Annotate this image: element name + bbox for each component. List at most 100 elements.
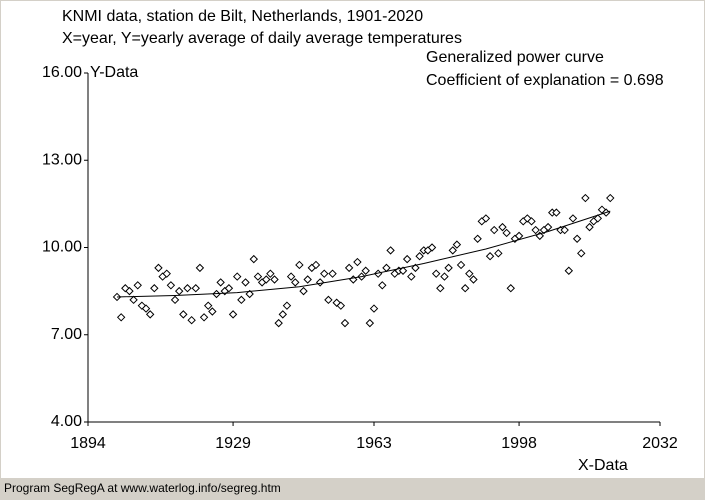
data-point xyxy=(336,301,346,310)
data-point xyxy=(568,214,578,223)
data-point xyxy=(249,254,259,264)
x-axis-label: X-Data xyxy=(578,457,628,474)
y-tick-label: 13.00 xyxy=(42,151,82,168)
data-point xyxy=(187,316,196,325)
x-tick-label: 1998 xyxy=(501,435,537,452)
data-point xyxy=(606,193,615,203)
data-point xyxy=(577,249,586,258)
data-point xyxy=(481,214,491,223)
data-point xyxy=(440,272,449,281)
data-point xyxy=(150,284,159,293)
data-point xyxy=(498,222,507,232)
data-point xyxy=(253,272,263,281)
data-point xyxy=(552,208,561,217)
data-point xyxy=(328,269,337,278)
data-point xyxy=(452,240,462,249)
data-point xyxy=(324,295,333,305)
data-point xyxy=(494,249,503,258)
data-point xyxy=(485,252,495,261)
data-point xyxy=(270,275,279,284)
data-point xyxy=(274,318,283,328)
data-point xyxy=(195,263,205,273)
data-point xyxy=(129,295,138,305)
data-point xyxy=(303,275,312,284)
data-point xyxy=(456,260,466,270)
data-point xyxy=(174,286,184,296)
x-tick-label: 2032 xyxy=(642,435,678,452)
data-point xyxy=(228,310,238,319)
data-point xyxy=(278,310,288,319)
y-axis-label: Y-Data xyxy=(90,64,138,81)
y-tick-label: 4.00 xyxy=(51,413,82,430)
footer: Program SegRegA at www.waterlog.info/seg… xyxy=(4,481,281,495)
data-point xyxy=(531,225,540,235)
data-point xyxy=(465,269,474,278)
data-point xyxy=(407,272,416,281)
data-point xyxy=(560,225,569,235)
data-point xyxy=(216,278,225,287)
data-point xyxy=(203,301,213,310)
y-tick-label: 16.00 xyxy=(42,64,82,81)
data-point xyxy=(585,222,594,232)
data-point xyxy=(581,193,590,203)
data-point xyxy=(245,289,254,299)
data-point xyxy=(473,234,482,243)
data-point xyxy=(145,310,155,319)
data-point xyxy=(353,257,362,267)
data-point xyxy=(208,307,217,316)
data-point xyxy=(166,281,176,290)
x-tick-label: 1963 xyxy=(356,435,392,452)
data-point xyxy=(183,284,192,293)
data-point xyxy=(436,284,445,293)
data-point xyxy=(199,313,209,322)
data-point xyxy=(340,318,350,328)
data-point xyxy=(460,284,470,293)
data-point xyxy=(506,284,515,293)
data-point xyxy=(295,260,304,270)
data-point xyxy=(224,284,234,293)
data-point xyxy=(431,269,441,278)
fit-curve xyxy=(117,210,611,298)
data-point xyxy=(241,278,250,287)
data-point xyxy=(162,269,171,278)
data-point xyxy=(291,278,300,287)
data-point xyxy=(286,272,296,281)
data-point xyxy=(361,266,370,275)
x-tick-label: 1894 xyxy=(70,435,106,452)
data-point xyxy=(415,252,424,261)
data-point xyxy=(543,222,553,232)
data-point xyxy=(344,263,354,273)
data-point xyxy=(154,263,163,273)
data-point xyxy=(502,228,511,238)
data-point xyxy=(398,266,408,275)
data-point xyxy=(133,281,142,290)
chart: KNMI data, station de Bilt, Netherlands,… xyxy=(1,1,704,478)
data-point xyxy=(315,278,325,287)
data-point xyxy=(233,272,242,281)
data-point xyxy=(170,295,180,305)
y-tick-label: 10.00 xyxy=(42,239,82,256)
data-point xyxy=(527,217,536,226)
data-point xyxy=(266,269,275,278)
data-point xyxy=(382,263,391,273)
legend-label: Generalized power curve xyxy=(426,49,604,66)
data-point xyxy=(116,313,126,322)
data-point xyxy=(593,214,603,223)
data-point xyxy=(378,281,387,290)
data-point xyxy=(311,260,321,270)
data-point xyxy=(179,310,188,319)
data-point xyxy=(444,263,453,273)
data-point xyxy=(262,275,271,284)
data-point xyxy=(191,284,200,293)
data-point xyxy=(572,234,582,243)
data-point xyxy=(489,225,499,235)
data-point xyxy=(320,269,329,278)
data-point xyxy=(469,275,478,284)
data-point xyxy=(427,243,437,252)
data-point xyxy=(402,254,412,264)
annotation: Coefficient of explanation = 0.698 xyxy=(426,72,664,89)
data-point xyxy=(386,246,395,255)
data-point xyxy=(369,304,379,313)
